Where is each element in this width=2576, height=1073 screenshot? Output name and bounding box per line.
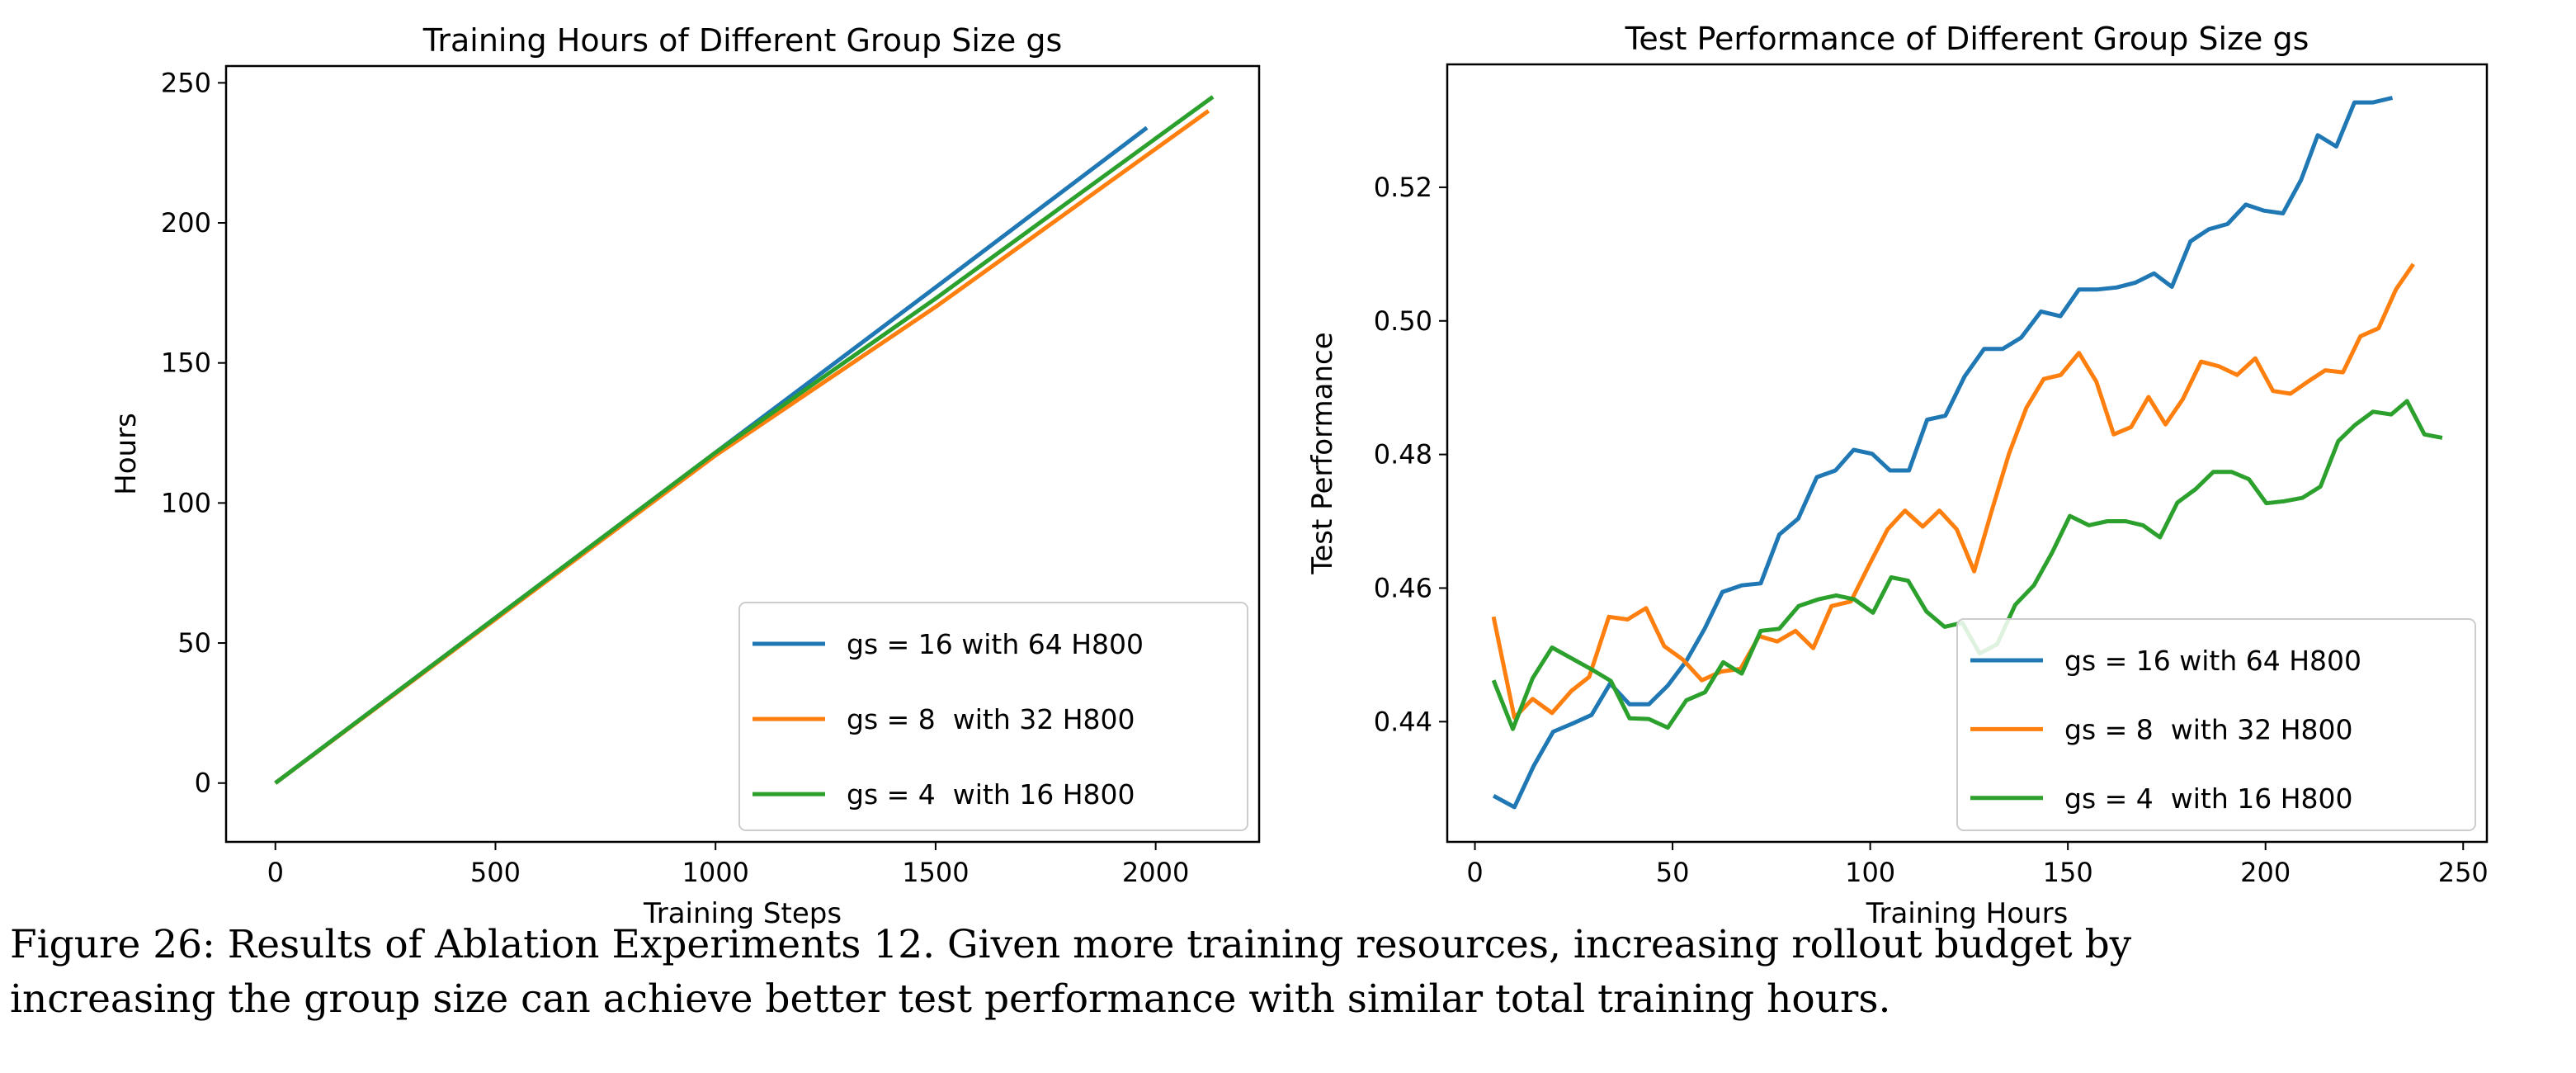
x-tick-label: 1500 [902, 857, 969, 888]
x-tick-label: 0 [1466, 857, 1483, 888]
legend-label: gs = 8 with 32 H800 [2064, 713, 2353, 745]
legend-box [738, 602, 1248, 831]
caption-line-1: Figure 26: Results of Ablation Experimen… [10, 922, 2132, 967]
series-line-1 [1492, 96, 2394, 810]
axes-frame [1446, 63, 2489, 844]
figure-caption: Figure 26: Results of Ablation Experimen… [10, 918, 2576, 1027]
legend-box [1956, 618, 2476, 831]
x-tick-label: 1000 [682, 857, 748, 888]
legend-label: gs = 4 with 16 H800 [847, 778, 1135, 811]
x-tick-label: 200 [2240, 857, 2291, 888]
y-tick-label: 50 [177, 627, 211, 659]
legend-label: gs = 16 with 64 H800 [2064, 645, 2361, 677]
x-tick-label: 250 [2438, 857, 2489, 888]
y-tick-label: 0.46 [1374, 572, 1432, 603]
chart-title: Training Hours of Different Group Size g… [422, 22, 1063, 59]
y-tick-label: 0 [195, 768, 211, 799]
legend-label: gs = 16 with 64 H800 [847, 628, 1144, 660]
x-axis-label: Training Hours [1866, 897, 2069, 930]
legend: gs = 16 with 64 H800 gs = 8 with 32 H800 g… [738, 602, 1248, 831]
legend: gs = 16 with 64 H800 gs = 8 with 32 H800 g… [1956, 618, 2476, 831]
axes-frame [224, 64, 1261, 844]
y-tick-label: 100 [161, 487, 211, 518]
caption-line-2: increasing the group size can achieve be… [10, 976, 1891, 1022]
x-tick-label: 2000 [1122, 857, 1189, 888]
chart-title: Test Performance of Different Group Size… [1625, 21, 2309, 57]
series-line-2 [1491, 262, 2415, 720]
series-line-3 [274, 95, 1215, 785]
x-tick-label: 500 [470, 857, 521, 888]
x-axis-label: Training Steps [643, 897, 842, 930]
y-tick-label: 0.48 [1374, 439, 1432, 470]
y-tick-label: 150 [161, 347, 211, 379]
y-tick-label: 0.52 [1374, 172, 1432, 203]
chart-2: Test Performance of Different Group Size… [1306, 21, 2489, 930]
x-tick-label: 0 [267, 857, 284, 888]
legend-label: gs = 4 with 16 H800 [2064, 782, 2353, 815]
x-tick-label: 50 [1656, 857, 1690, 888]
x-tick-label: 100 [1845, 857, 1895, 888]
y-axis-label: Test Performance [1306, 332, 1339, 574]
x-tick-label: 150 [2043, 857, 2093, 888]
y-tick-label: 200 [161, 207, 211, 239]
y-tick-label: 0.44 [1374, 706, 1432, 737]
y-tick-label: 0.50 [1374, 305, 1432, 337]
y-axis-label: Hours [110, 413, 143, 495]
chart-1: Training Hours of Different Group Size g… [110, 22, 1261, 930]
y-tick-label: 250 [161, 67, 211, 98]
legend-label: gs = 8 with 32 H800 [847, 703, 1135, 735]
